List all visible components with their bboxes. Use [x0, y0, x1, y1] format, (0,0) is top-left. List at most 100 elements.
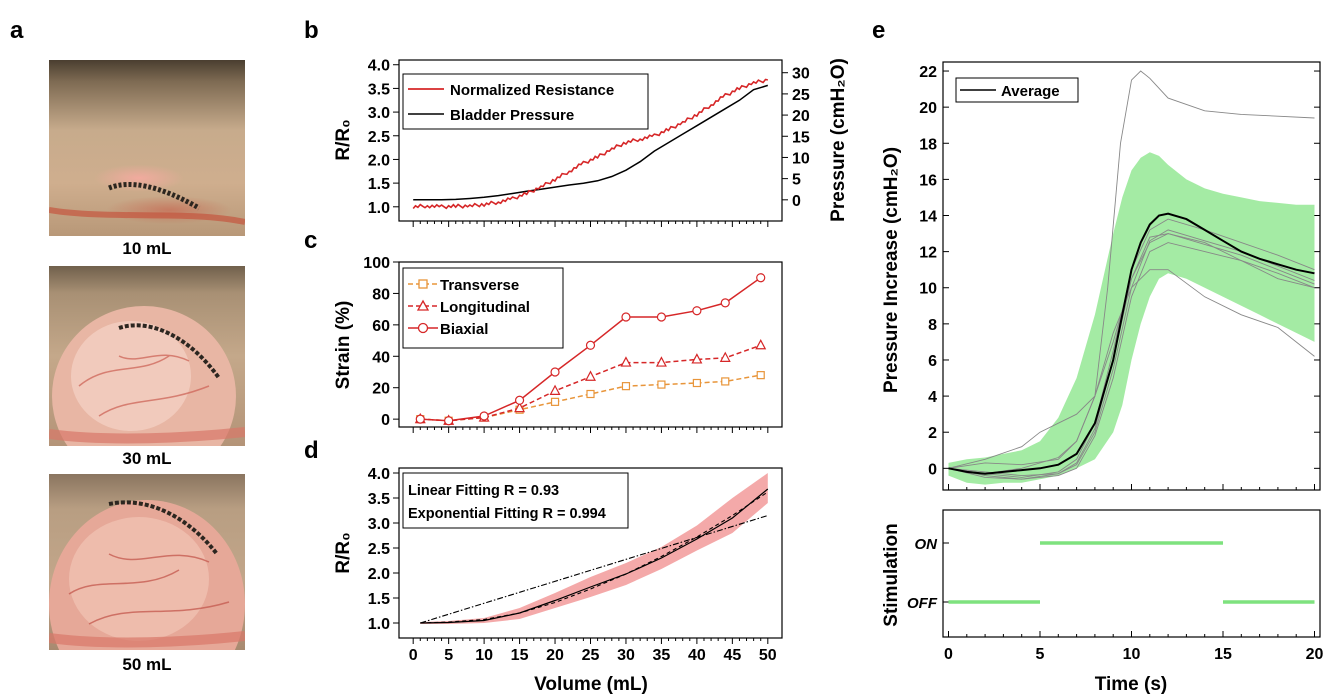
chart-d-xtick-label: 15 — [511, 647, 529, 664]
transverse-point — [756, 371, 765, 380]
chart-d-xtick-label: 45 — [723, 647, 741, 664]
chart-d-xtick-label: 30 — [617, 647, 635, 664]
chart-stim-xtick-label: 5 — [1036, 646, 1045, 663]
biaxial-point — [444, 416, 454, 426]
legend-marker-transverse — [418, 279, 428, 289]
series-longitudinal-line — [420, 344, 761, 422]
transverse-point — [586, 389, 595, 399]
chart-stim-xtick-label: 15 — [1214, 646, 1232, 663]
chart-e-ytick-label: 12 — [919, 245, 937, 262]
series-individual-trace-1 — [948, 70, 1315, 475]
series-exponential-fit-line — [420, 491, 769, 624]
chart-b-ylabel: R/R₀ — [333, 119, 354, 160]
series-average-band — [948, 152, 1315, 485]
series-average-line — [948, 212, 1315, 475]
chart-c-ylabel: Strain (%) — [333, 301, 354, 390]
chart-b-ytick-label: 2.0 — [368, 152, 390, 169]
chart-c-ytick-label: 40 — [372, 349, 390, 366]
series-error-band — [420, 473, 768, 624]
panel-letter-c: c — [304, 227, 317, 254]
legend-average: Average — [1001, 83, 1060, 100]
chart-stim-xtick-label: 0 — [944, 646, 953, 663]
chart-b-y2tick-label: 10 — [792, 150, 810, 167]
chart-b-legend-box — [402, 73, 649, 130]
chart-d-xtick-label: 25 — [582, 647, 600, 664]
bladder-photo-50ml — [49, 474, 245, 650]
legend-longitudinal: Longitudinal — [440, 299, 530, 316]
chart-c-ytick-label: 100 — [363, 255, 390, 272]
chart-b-ytick-label: 3.0 — [368, 105, 390, 122]
chart-c-ytick-label: 0 — [381, 412, 390, 429]
chart-b-y2tick-label: 0 — [792, 193, 801, 210]
chart-e-ytick-label: 6 — [928, 353, 937, 370]
chart-d-ytick-label: 3.5 — [368, 491, 390, 508]
legend-transverse: Transverse — [440, 277, 519, 294]
longitudinal-point — [655, 356, 667, 367]
chart-stim-ylabel: Stimulation — [881, 523, 902, 626]
biaxial-point — [585, 340, 596, 350]
series-bladder-pressure-line — [413, 84, 769, 201]
chart-e-ytick-label: 14 — [919, 209, 937, 226]
series-normalized-resistance-line — [412, 78, 768, 210]
annotation-linear-fit: Linear Fitting R = 0.93 — [408, 483, 559, 499]
longitudinal-point — [691, 353, 703, 364]
longitudinal-point — [549, 384, 561, 395]
transverse-point — [692, 378, 701, 388]
panel-letter-a: a — [10, 17, 24, 44]
chart-b-y2label: Pressure (cmH₂O) — [828, 58, 849, 222]
chart-d-xtick-label: 0 — [409, 647, 418, 664]
chart-e-ytick-label: 2 — [928, 425, 937, 442]
chart-d-ytick-label: 2.5 — [368, 541, 390, 558]
annotation-exponential-fit: Exponential Fitting R = 0.994 — [408, 506, 606, 522]
chart-stim-xtick-label: 10 — [1123, 646, 1141, 663]
chart-d-xtick-label: 10 — [475, 647, 493, 664]
chart-b-ytick-label: 1.5 — [368, 176, 390, 193]
chart-e: 0 2 4 6 8 10 12 14 16 18 20 22 Average Pressure Inc… — [881, 61, 1321, 491]
photo-caption-30ml: 30 mL — [122, 449, 172, 468]
longitudinal-point — [585, 370, 596, 381]
chart-d-xtick-label: 40 — [688, 647, 706, 664]
biaxial-point — [756, 273, 766, 283]
biaxial-point — [415, 414, 425, 424]
transverse-point — [657, 380, 666, 389]
series-linear-fit-line — [420, 514, 768, 624]
chart-c-legend-box — [402, 267, 564, 349]
transverse-point — [550, 397, 560, 406]
chart-b-ytick-label: 3.5 — [368, 81, 390, 98]
chart-b-y2tick-label: 5 — [792, 172, 801, 189]
chart-d-xlabel: Volume (mL) — [534, 674, 648, 695]
chart-b: 1.0 1.5 2.0 2.5 3.0 3.5 4.0 0 5 10 15 20 25 30 Normal… — [333, 58, 849, 227]
longitudinal-point — [620, 356, 632, 367]
transverse-point — [621, 382, 631, 391]
chart-e-ytick-label: 4 — [928, 389, 937, 406]
chart-d: 0 5 10 15 20 25 30 35 40 45 50 1.0 1.5 2.0 2.5 3.0 3.5 4.… — [333, 466, 783, 695]
chart-b-y2tick-label: 25 — [792, 87, 810, 104]
chart-d-ytick-label: 1.0 — [368, 616, 390, 633]
chart-c: 0 20 40 60 80 100 Transverse Longitudinal Bia… — [333, 255, 783, 433]
chart-b-y2tick-label: 30 — [792, 66, 810, 83]
chart-b-ytick-label: 4.0 — [368, 58, 390, 75]
chart-stim: 0 5 10 15 20 OFF ON Stimulation Time (s) — [881, 509, 1323, 695]
biaxial-point — [692, 306, 702, 316]
legend-marker-biaxial — [417, 322, 429, 334]
series-mean-line — [420, 488, 769, 624]
chart-d-ytick-label: 4.0 — [368, 466, 390, 483]
chart-d-ytick-label: 1.5 — [368, 591, 390, 608]
bladder-photo-30ml — [49, 266, 245, 446]
chart-e-ylabel: Pressure Increase (cmH₂O) — [881, 147, 902, 393]
chart-d-xtick-label: 50 — [759, 647, 777, 664]
chart-d-xtick-label: 35 — [653, 647, 671, 664]
chart-b-ytick-label: 1.0 — [368, 200, 390, 217]
photo-caption-10ml: 10 mL — [122, 239, 172, 258]
biaxial-point — [479, 411, 489, 421]
chart-e-ytick-label: 10 — [919, 281, 937, 298]
series-individual-trace-3 — [948, 233, 1315, 469]
legend-normalized-resistance: Normalized Resistance — [450, 82, 614, 99]
longitudinal-point — [719, 351, 731, 362]
chart-d-xtick-label: 20 — [546, 647, 564, 664]
biaxial-point — [621, 312, 631, 322]
series-individual-trace-7 — [948, 242, 1315, 480]
chart-e-ytick-label: 8 — [928, 317, 937, 334]
chart-c-ytick-label: 60 — [372, 318, 390, 335]
longitudinal-point — [514, 401, 526, 413]
